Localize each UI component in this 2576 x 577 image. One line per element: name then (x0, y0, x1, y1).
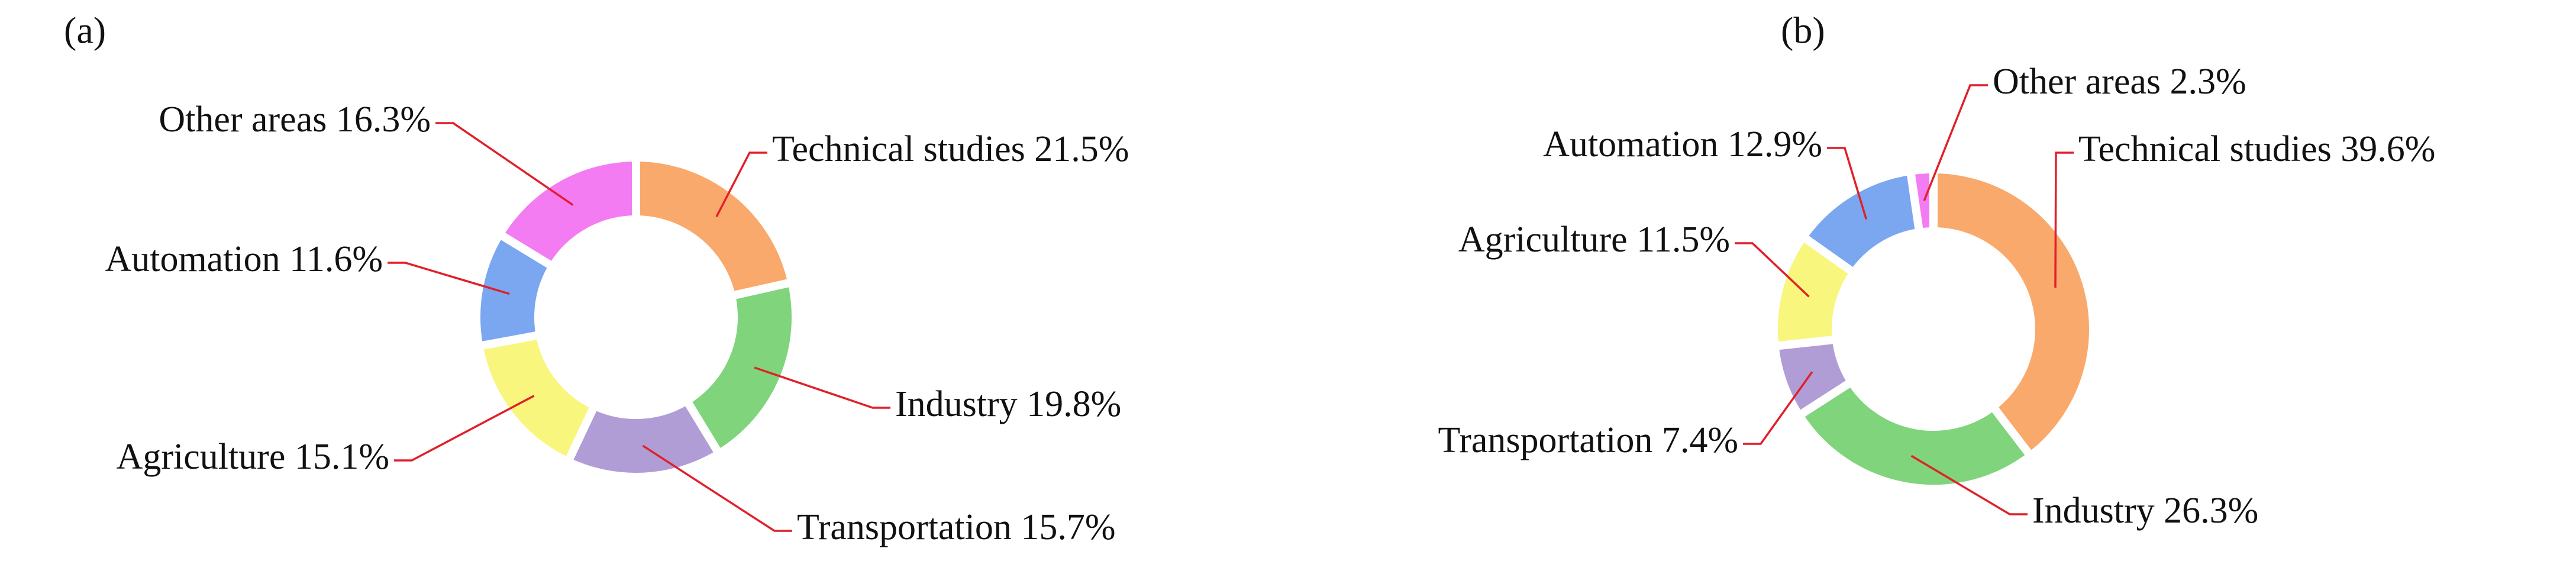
value-label: 39.6% (2341, 129, 2435, 169)
slice-label: Technical studies 21.5% (772, 129, 1129, 169)
donut-segment (493, 153, 640, 272)
value-label: 26.3% (2164, 491, 2258, 531)
slice-label: Industry 19.8% (895, 384, 1121, 424)
slice-label: Technical studies 39.6% (2078, 129, 2435, 169)
leader-line (1827, 147, 1868, 220)
value-label: 19.8% (1026, 384, 1121, 424)
panel-title: (b) (1781, 9, 1825, 51)
leader-line (388, 262, 510, 295)
category-name: Industry (2032, 491, 2155, 531)
category-name: Agriculture (1458, 220, 1628, 260)
category-name: Industry (895, 384, 1018, 424)
category-name: Other areas (159, 99, 327, 140)
slice-label: Other areas 16.3% (159, 99, 431, 140)
slice-label: Industry 26.3% (2032, 491, 2258, 531)
category-name: Technical studies (2078, 129, 2332, 169)
value-label: 2.3% (2170, 62, 2246, 102)
category-name: Transportation (797, 507, 1012, 547)
category-name: Agriculture (117, 437, 286, 477)
leader-line (715, 151, 767, 218)
category-name: Automation (1543, 124, 1718, 165)
value-label: 11.5% (1636, 220, 1730, 260)
donut-segment (1906, 165, 1938, 237)
leader-line (394, 395, 535, 462)
category-name: Transportation (1438, 420, 1653, 460)
slice-label: Agriculture 15.1% (117, 437, 389, 477)
leader-line (1743, 371, 1813, 445)
slice-label: Transportation 15.7% (797, 507, 1115, 547)
leader-line (754, 366, 890, 409)
donut-segment (1929, 165, 2097, 462)
value-label: 15.1% (295, 437, 389, 477)
value-label: 11.6% (289, 239, 383, 279)
slice-label: Automation 11.6% (105, 239, 383, 279)
leader-line (1910, 454, 2028, 515)
value-label: 16.3% (336, 99, 431, 140)
leader-line (642, 444, 792, 532)
slice-label: Other areas 2.3% (1993, 62, 2246, 102)
donut-segment (632, 153, 797, 301)
category-name: Technical studies (772, 129, 1025, 169)
value-label: 21.5% (1034, 129, 1129, 169)
slice-label: Automation 12.9% (1543, 124, 1822, 165)
value-label: 15.7% (1021, 507, 1115, 547)
donut-segment (1793, 376, 2036, 493)
value-label: 7.4% (1662, 420, 1738, 460)
value-label: 12.9% (1728, 124, 1822, 165)
leader-line (1735, 242, 1810, 298)
leader-line (1923, 84, 1988, 201)
slice-label: Transportation 7.4% (1438, 420, 1738, 460)
category-name: Automation (105, 239, 280, 279)
leader-line (2054, 151, 2074, 288)
slice-label: Agriculture 11.5% (1458, 220, 1730, 260)
leader-line (435, 122, 574, 206)
panel-title: (a) (64, 9, 106, 51)
category-name: Other areas (1993, 62, 2161, 102)
